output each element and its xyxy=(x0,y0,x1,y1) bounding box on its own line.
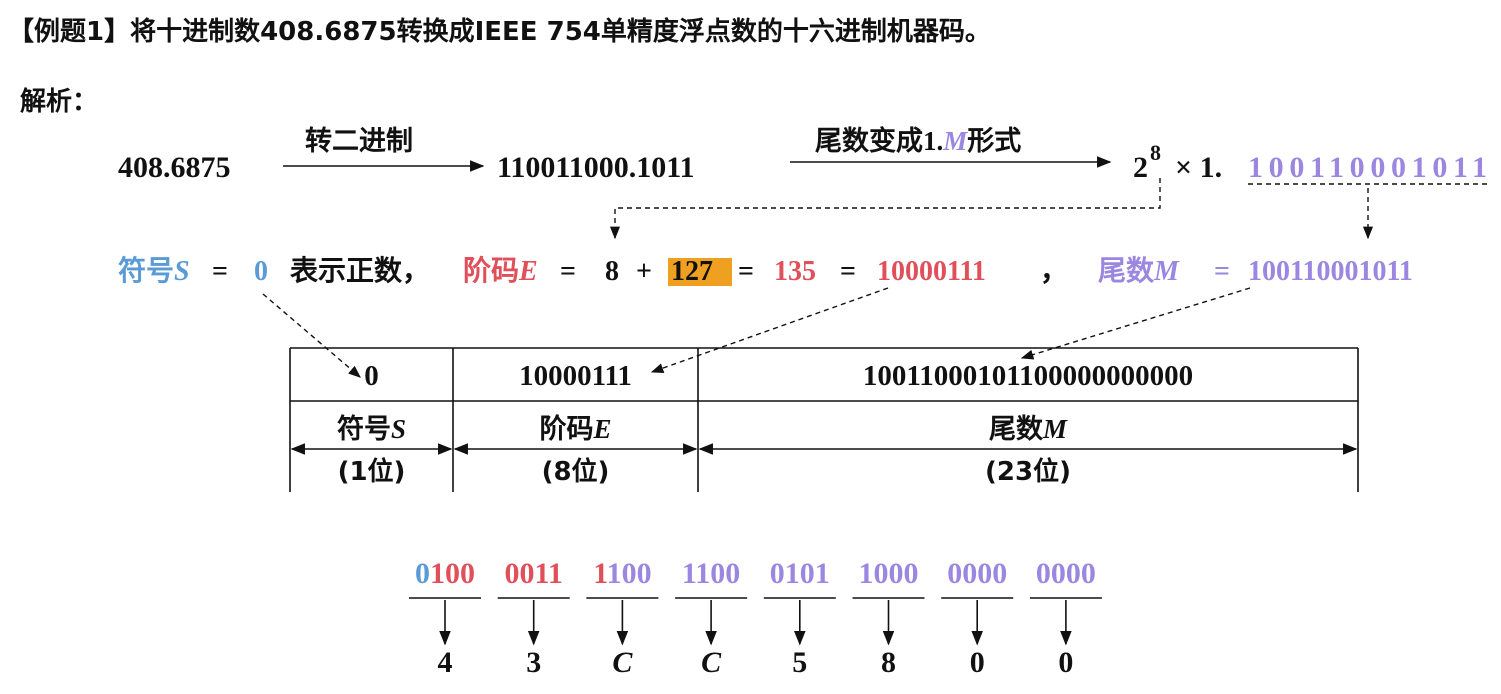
bit-part: 0 xyxy=(415,557,430,590)
field-label: 符号S xyxy=(337,413,406,445)
bit-group: 0000 xyxy=(1036,557,1096,590)
sign-note: 表示正数， xyxy=(290,254,430,287)
bit-part: 1000 xyxy=(859,557,919,590)
connector xyxy=(650,287,889,373)
biased-exp: 135 xyxy=(774,256,816,287)
analysis-label: 解析： xyxy=(20,87,98,117)
field-name: 尾数 xyxy=(989,414,1044,445)
field-label: 阶码E xyxy=(539,414,611,445)
bit-group: 1000 xyxy=(859,557,919,590)
table: 0 符号S (1位) 10000111 阶码E (8位) 10011000101100000… xyxy=(289,348,1359,492)
variable: S xyxy=(391,414,406,444)
bit-group: 0100 xyxy=(415,557,475,590)
equation-row: 符号S = 0 表示正数， 阶码E = 8 + xyxy=(118,254,652,287)
field-name: 阶码 xyxy=(539,414,593,445)
bit-part: 0011 xyxy=(505,557,563,590)
bit-value: 10011000101100000000000 xyxy=(863,360,1193,392)
hex-digit: C xyxy=(612,646,633,679)
title: 【例题1】将十进制数408.6875转换成IEEE 754单精度浮点数的十六进制… xyxy=(8,16,991,47)
equals: = xyxy=(212,256,228,287)
hex-digit: C xyxy=(701,646,722,679)
equals: = xyxy=(840,256,856,287)
hex-digit: 5 xyxy=(792,646,807,679)
field-width: (23位) xyxy=(985,456,1071,487)
text: 尾数变成 xyxy=(815,125,923,157)
variable: S xyxy=(174,256,190,287)
bias: 127 xyxy=(671,256,713,287)
equation-row: 127 = 135 = 10000111 ， 尾数M = 10011000101… xyxy=(671,254,1413,287)
comma: ， xyxy=(1040,254,1068,287)
mantissa: 100110001011 xyxy=(1248,256,1413,287)
bit-group: 0101 xyxy=(770,557,830,590)
text: 形式 xyxy=(967,126,1021,157)
arrow-label: 尾数变成1.M形式 xyxy=(815,125,1021,157)
bit-part: 100 xyxy=(430,557,475,590)
field-width: (1位) xyxy=(338,456,406,487)
bit-part: 0000 xyxy=(1036,557,1096,590)
variable: M xyxy=(942,126,968,156)
field-name: 符号 xyxy=(337,413,391,445)
bit-value: 10000111 xyxy=(519,360,632,392)
exp-binary: 10000111 xyxy=(877,256,986,287)
sign-value: 0 xyxy=(254,256,268,287)
variable: E xyxy=(518,256,538,287)
mantissa: 100110001011 xyxy=(1248,151,1487,184)
exp-label: 阶码 xyxy=(463,254,519,287)
exponent: 8 xyxy=(605,256,619,287)
connector xyxy=(1020,287,1251,360)
equals: = xyxy=(1214,256,1230,287)
highlight xyxy=(668,258,732,286)
bit-group: 1100 xyxy=(593,557,651,590)
bit-value: 0 xyxy=(364,360,379,392)
exponent: 8 xyxy=(1150,140,1161,165)
bit-group: 1100 xyxy=(682,557,740,590)
hex-digit: 4 xyxy=(438,646,453,679)
field-label: 尾数M xyxy=(989,414,1068,445)
equals: = xyxy=(560,256,576,287)
text: 1. xyxy=(923,126,943,156)
mant-label: 尾数 xyxy=(1098,254,1155,287)
arrow-label: 转二进制 xyxy=(305,126,413,157)
hex-digit: 8 xyxy=(881,646,896,679)
bit-group: 0011 xyxy=(505,557,563,590)
bit-part: 0101 xyxy=(770,557,830,590)
hex-digit: 0 xyxy=(1058,646,1073,679)
bit-group: 0000 xyxy=(947,557,1007,590)
variable: M xyxy=(1153,256,1180,287)
hex-digit: 0 xyxy=(970,646,985,679)
hex-digit: 3 xyxy=(526,646,541,679)
bit-part: 0000 xyxy=(947,557,1007,590)
sign-label: 符号 xyxy=(118,254,174,287)
base: 2 xyxy=(1133,151,1148,184)
field-width: (8位) xyxy=(542,456,610,487)
plus: + xyxy=(636,256,652,287)
variable: M xyxy=(1042,414,1068,444)
connector xyxy=(262,293,361,378)
times-one: × 1. xyxy=(1175,151,1222,184)
bit-part: 100 xyxy=(607,557,652,590)
decimal-value: 408.6875 xyxy=(118,151,231,184)
variable: E xyxy=(592,414,611,444)
binary-value: 110011000.1011 xyxy=(497,151,695,184)
equals: = xyxy=(738,256,754,287)
bit-part: 1100 xyxy=(682,557,740,590)
connector xyxy=(609,178,1161,240)
bit-part: 1 xyxy=(593,557,607,590)
